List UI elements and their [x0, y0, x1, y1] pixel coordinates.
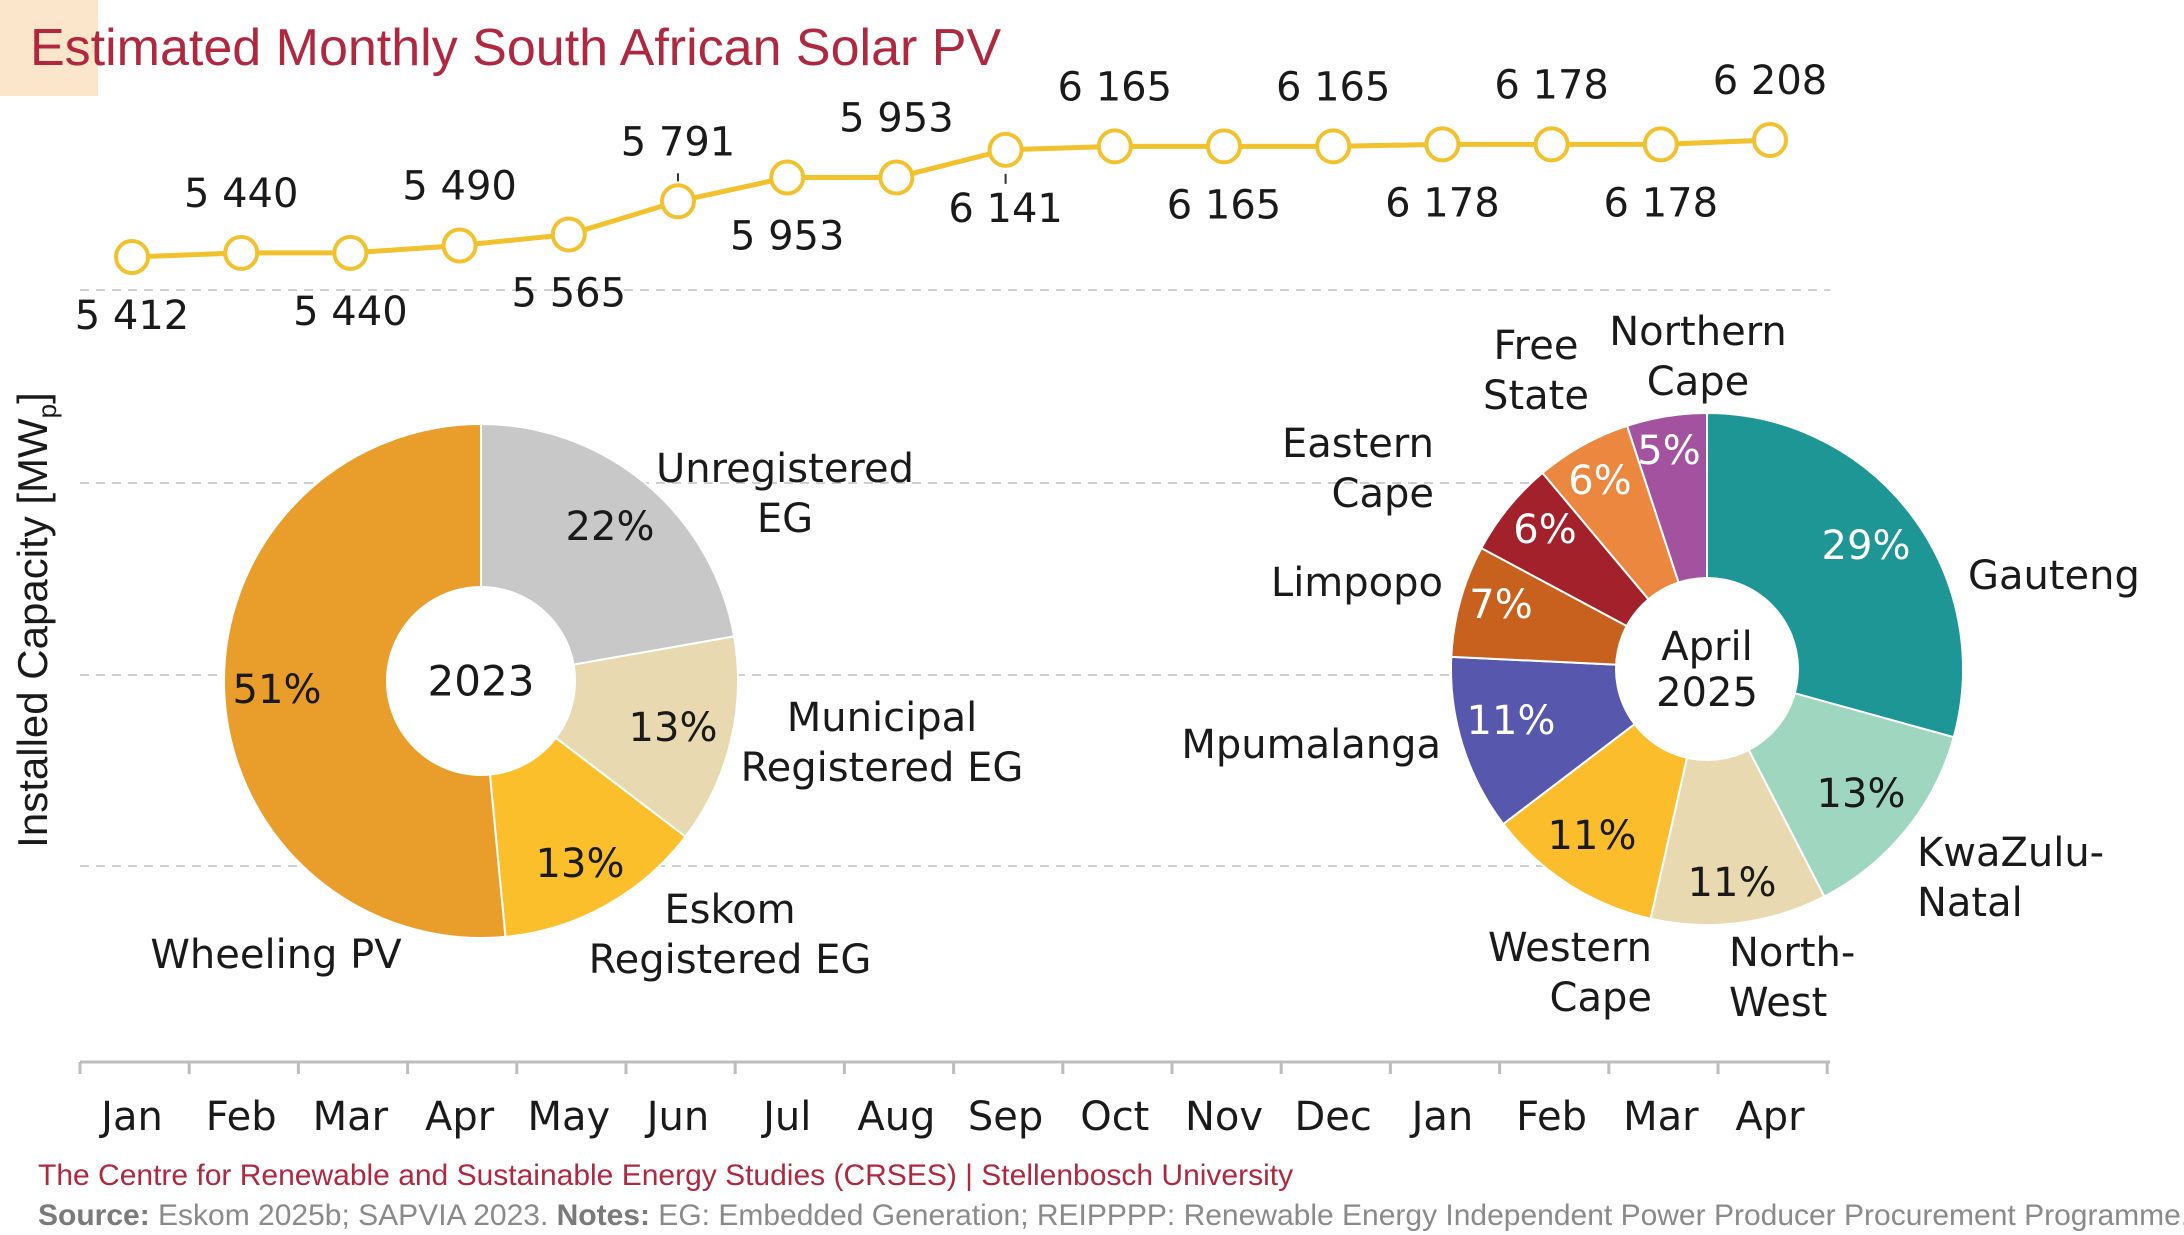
- x-tick-label: Dec: [1294, 1094, 1371, 1140]
- data-point-marker: [1096, 128, 1133, 165]
- slice-percent-label: 6%: [1568, 458, 1631, 504]
- donut-hole: [1615, 577, 1799, 761]
- data-label: 5 953: [839, 95, 954, 141]
- data-point-marker: [332, 234, 369, 271]
- title-accent-tab: [0, 0, 98, 96]
- slice-name-label: Cape: [1647, 359, 1749, 405]
- x-tick-label: Aug: [857, 1094, 935, 1140]
- x-tick-label: Jun: [644, 1094, 710, 1140]
- donut-center-label: 2025: [1656, 670, 1758, 716]
- slice-name-label: Mpumalanga: [1181, 722, 1441, 768]
- data-point-marker: [1424, 126, 1461, 163]
- slice-name-label: Municipal: [787, 695, 977, 741]
- data-label: 5 953: [730, 213, 845, 259]
- data-label: 5 565: [512, 271, 627, 317]
- x-tick-label: Feb: [206, 1094, 277, 1140]
- slice-percent-label: 51%: [233, 667, 322, 713]
- slice-name-label: Eastern: [1282, 421, 1434, 467]
- x-tick-label: Sep: [968, 1094, 1043, 1140]
- data-point-marker: [1206, 128, 1242, 165]
- chart-title: Estimated Monthly South African Solar PV: [30, 19, 1002, 77]
- x-tick-label: Jan: [98, 1094, 163, 1140]
- data-point-marker: [769, 159, 806, 196]
- slice-percent-label: 11%: [1688, 860, 1777, 906]
- series-line: [131, 137, 1771, 260]
- slice-name-label: Free: [1494, 323, 1579, 369]
- slice-percent-label: 29%: [1822, 523, 1911, 569]
- data-point-marker: [1315, 128, 1352, 165]
- slice-percent-label: 13%: [629, 705, 718, 751]
- data-label: 6 178: [1604, 180, 1719, 226]
- slice-name-label: Cape: [1332, 471, 1434, 517]
- x-tick-label: Oct: [1080, 1094, 1149, 1140]
- donut-center-label: 2023: [428, 657, 535, 706]
- x-tick-label: May: [527, 1094, 610, 1140]
- data-point-marker: [878, 159, 915, 196]
- slice-percent-label: 13%: [536, 841, 625, 887]
- slice-name-label: Wheeling PV: [150, 932, 402, 978]
- footer-source-notes: Source: Eskom 2025b; SAPVIA 2023. Notes:…: [38, 1199, 2184, 1232]
- slice-name-label: West: [1729, 980, 1827, 1026]
- x-tick-label: Mar: [313, 1094, 389, 1140]
- data-point-marker: [114, 239, 150, 275]
- data-label: 5 490: [402, 164, 517, 210]
- slice-name-label: Northern: [1609, 309, 1787, 355]
- slice-name-label: Cape: [1550, 975, 1652, 1021]
- slice-name-label: North-: [1729, 930, 1855, 976]
- slice-percent-label: 6%: [1513, 507, 1576, 553]
- data-label: 5 412: [75, 293, 190, 339]
- x-tick-label: Mar: [1623, 1094, 1699, 1140]
- data-label: 6 208: [1713, 58, 1828, 104]
- slice-name-label: State: [1483, 373, 1589, 419]
- slice-name-label: Gauteng: [1968, 553, 2140, 599]
- slice-name-label: EG: [757, 496, 813, 542]
- slice-percent-label: 11%: [1548, 813, 1637, 859]
- data-label: 6 178: [1385, 180, 1500, 226]
- slice-name-label: Registered EG: [741, 745, 1024, 791]
- slice-name-label: Eskom: [664, 887, 795, 933]
- data-label: 5 791: [621, 119, 736, 165]
- x-tick-label: Apr: [1735, 1094, 1805, 1140]
- donut-hole: [386, 586, 576, 776]
- data-point-marker: [223, 234, 260, 271]
- x-tick-label: Nov: [1185, 1094, 1263, 1140]
- slice-name-label: Registered EG: [589, 937, 872, 983]
- data-point-marker: [1752, 122, 1788, 158]
- data-point-marker: [660, 183, 696, 220]
- data-point-marker: [550, 216, 587, 253]
- data-label: 6 178: [1494, 62, 1609, 108]
- data-point-marker: [1642, 126, 1679, 163]
- data-label: 5 440: [293, 289, 408, 335]
- x-tick-label: Jul: [760, 1094, 811, 1140]
- slice-percent-label: 13%: [1817, 771, 1906, 817]
- donut-center-label: April: [1661, 624, 1752, 670]
- slice-percent-label: 7%: [1469, 582, 1532, 628]
- slice-percent-label: 11%: [1467, 698, 1556, 744]
- slice-name-label: Limpopo: [1271, 560, 1443, 606]
- footer-organisation: The Centre for Renewable and Sustainable…: [38, 1159, 1294, 1192]
- data-label: 6 141: [948, 186, 1063, 232]
- slice-name-label: KwaZulu-: [1917, 830, 2104, 876]
- pie-slice: [223, 422, 507, 939]
- data-label: 6 165: [1167, 182, 1282, 228]
- data-label: 5 440: [184, 171, 299, 217]
- x-tick-label: Jan: [1409, 1094, 1474, 1140]
- data-label: 6 165: [1276, 64, 1391, 110]
- chart-canvas: Jan Feb Mar Apr May Jun Jul Aug Sep Oct Nov Dec Jan F…: [75, 58, 2140, 1140]
- data-point-marker: [987, 131, 1024, 168]
- slice-name-label: Western: [1488, 925, 1652, 971]
- x-tick-label: Feb: [1516, 1094, 1587, 1140]
- data-point-marker: [441, 227, 478, 264]
- slice-percent-label: 5%: [1637, 428, 1700, 474]
- slice-percent-label: 22%: [566, 504, 655, 550]
- slice-name-label: Natal: [1917, 880, 2023, 926]
- slice-name-label: Unregistered: [656, 446, 914, 492]
- data-label: 6 165: [1058, 64, 1173, 110]
- x-tick-label: Apr: [425, 1094, 495, 1140]
- data-point-marker: [1533, 126, 1570, 163]
